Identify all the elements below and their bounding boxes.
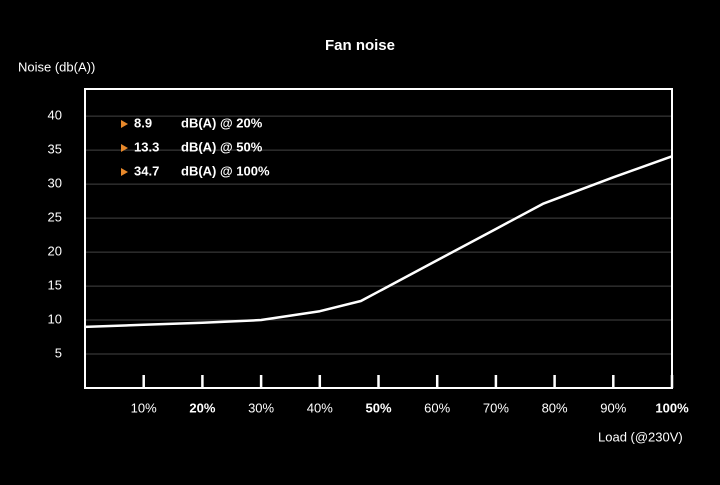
chart-title: Fan noise bbox=[325, 37, 395, 54]
x-axis-label: Load (@230V) bbox=[598, 429, 683, 444]
x-tick-label: 10% bbox=[131, 400, 157, 415]
x-tick-label: 30% bbox=[248, 400, 274, 415]
annotation-value: 8.9 bbox=[134, 115, 152, 130]
annotation-value: 34.7 bbox=[134, 163, 159, 178]
x-tick-label: 80% bbox=[542, 400, 568, 415]
x-tick-label: 100% bbox=[655, 400, 689, 415]
annotation-marker bbox=[121, 144, 128, 152]
annotation-marker bbox=[121, 168, 128, 176]
annotation-value: 13.3 bbox=[134, 139, 159, 154]
plot-border bbox=[84, 88, 673, 389]
annotation-marker bbox=[121, 120, 128, 128]
y-tick-label: 40 bbox=[48, 108, 62, 123]
x-tick-label: 40% bbox=[307, 400, 333, 415]
annotation-text: dB(A) @ 20% bbox=[181, 115, 263, 130]
x-tick-label: 50% bbox=[365, 400, 391, 415]
y-tick-label: 25 bbox=[48, 210, 62, 225]
y-axis-label: Noise (db(A)) bbox=[18, 59, 95, 74]
y-tick-label: 35 bbox=[48, 142, 62, 157]
y-tick-label: 10 bbox=[48, 311, 62, 326]
x-tick-label: 90% bbox=[600, 400, 626, 415]
annotation-text: dB(A) @ 100% bbox=[181, 163, 270, 178]
x-tick-label: 60% bbox=[424, 400, 450, 415]
x-tick-label: 20% bbox=[189, 400, 215, 415]
x-tick-label: 70% bbox=[483, 400, 509, 415]
y-tick-label: 20 bbox=[48, 244, 62, 259]
annotation-text: dB(A) @ 50% bbox=[181, 139, 263, 154]
line bbox=[84, 155, 673, 329]
y-tick-label: 30 bbox=[48, 176, 62, 191]
y-tick-label: 5 bbox=[55, 345, 62, 360]
y-tick-label: 15 bbox=[48, 278, 62, 293]
